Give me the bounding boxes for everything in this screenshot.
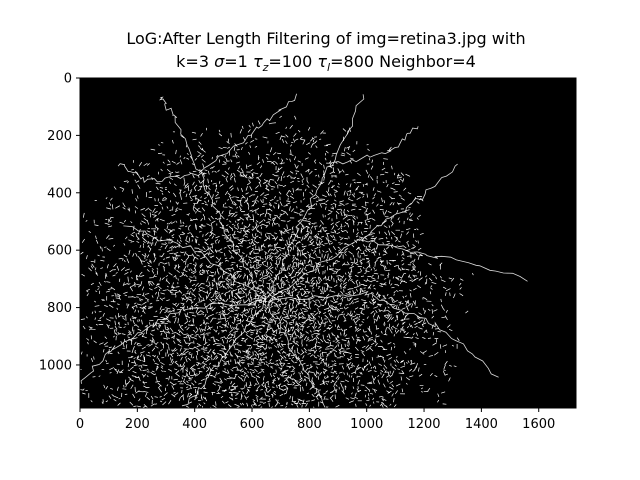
vessel-branch bbox=[268, 301, 326, 409]
y-tick-label: 800 bbox=[47, 301, 72, 316]
vessel-branch bbox=[331, 126, 419, 165]
x-tick-label: 1200 bbox=[407, 417, 440, 432]
vessel-edge-map bbox=[78, 93, 528, 411]
y-tick-label: 400 bbox=[47, 186, 72, 201]
title-tau-l-subscript: l bbox=[327, 61, 330, 74]
chart-title-line-2: k=3 σ=1 τz=100 τl=800 Neighbor=4 bbox=[176, 52, 476, 74]
title-sigma-symbol: σ bbox=[214, 52, 225, 71]
x-tick-label: 800 bbox=[297, 417, 322, 432]
vessel-branch bbox=[263, 94, 365, 302]
title-neighbor: Neighbor=4 bbox=[379, 52, 476, 71]
vessel-branch bbox=[117, 163, 203, 183]
image-panel bbox=[80, 78, 576, 408]
title-tau-z-symbol: τ bbox=[253, 52, 263, 71]
x-tick-label: 1400 bbox=[465, 417, 498, 432]
x-tick-label: 200 bbox=[125, 417, 150, 432]
title-sigma-value: =1 bbox=[224, 52, 248, 71]
x-tick-label: 1000 bbox=[350, 417, 383, 432]
x-axis: 0 200 400 600 800 1000 1200 1400 1600 bbox=[76, 408, 555, 432]
chart-title-line-1: LoG:After Length Filtering of img=retina… bbox=[126, 29, 525, 48]
vessel-branch bbox=[268, 290, 499, 378]
y-tick-label: 200 bbox=[47, 129, 72, 144]
vessel-branch bbox=[80, 299, 267, 384]
y-tick-label: 0 bbox=[64, 72, 72, 87]
vessel-branch bbox=[362, 239, 528, 282]
y-tick-label: 600 bbox=[47, 244, 72, 259]
title-tau-l-symbol: τ bbox=[317, 52, 327, 71]
title-tau-z-subscript: z bbox=[262, 61, 269, 74]
vessel-branch bbox=[198, 93, 297, 174]
title-tau-z-value: =100 bbox=[268, 52, 312, 71]
title-tau-l-value: =800 bbox=[330, 52, 374, 71]
y-axis: 0 200 400 600 800 1000 bbox=[39, 72, 80, 373]
y-tick-label: 1000 bbox=[39, 358, 72, 373]
x-tick-label: 0 bbox=[76, 417, 84, 432]
vessel-branch bbox=[181, 300, 265, 407]
vessel-branch bbox=[123, 225, 267, 300]
vessel-branch bbox=[267, 163, 458, 303]
title-k: k=3 bbox=[176, 52, 209, 71]
axes-frame bbox=[79, 77, 577, 409]
x-tick-label: 1600 bbox=[522, 417, 555, 432]
x-tick-label: 600 bbox=[240, 417, 265, 432]
x-tick-label: 400 bbox=[182, 417, 207, 432]
